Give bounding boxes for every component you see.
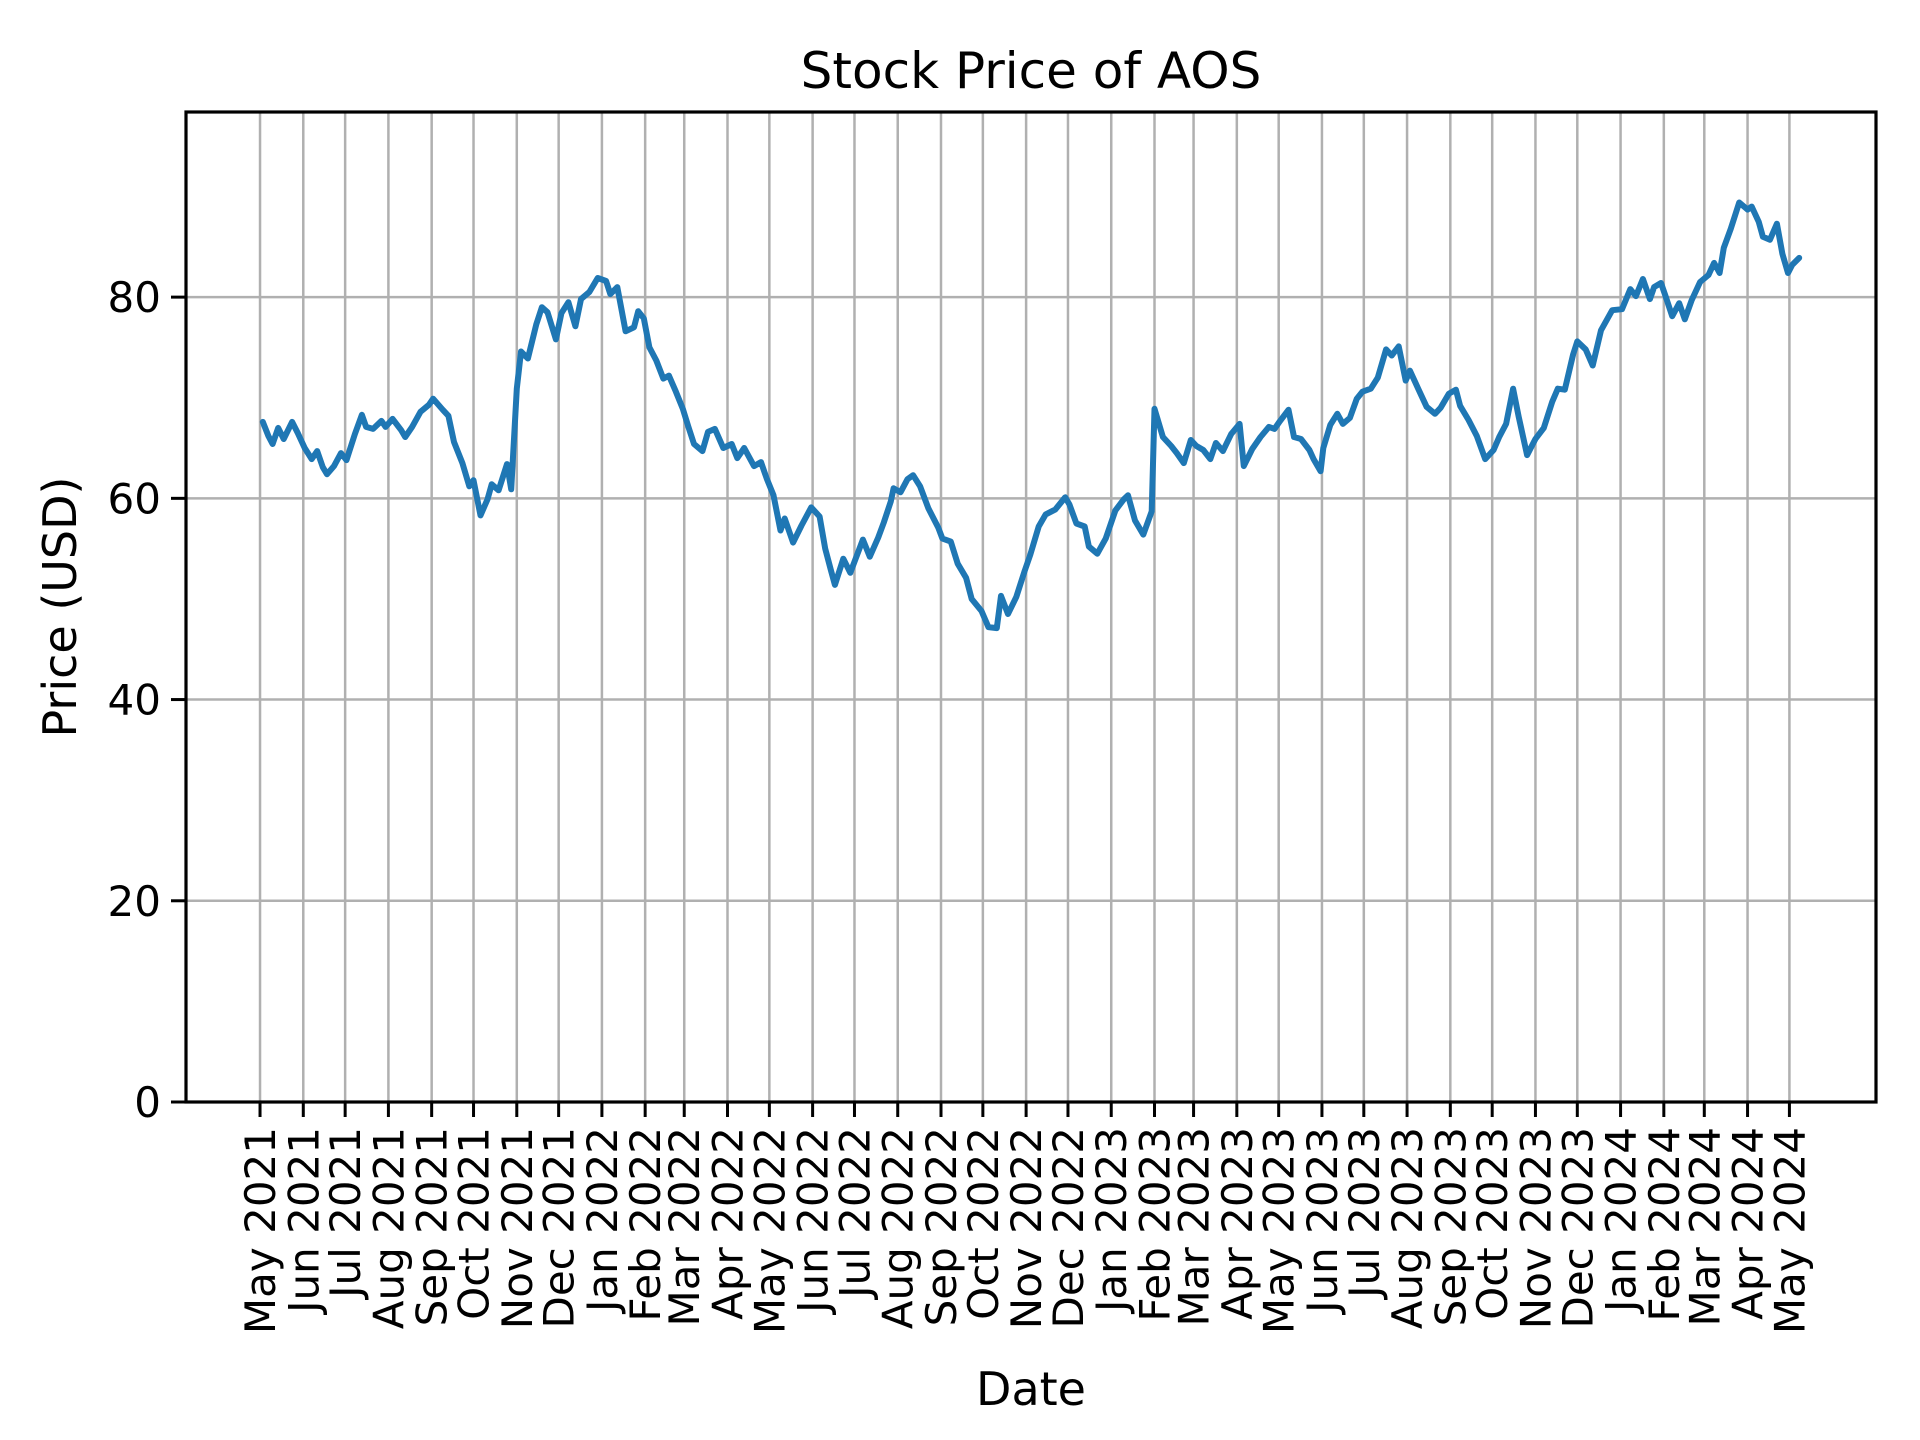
x-tick-label: Jul 2022 <box>830 1127 879 1301</box>
x-tick-label: Mar 2024 <box>1680 1127 1729 1326</box>
x-tick-label: Jan 2023 <box>1087 1127 1136 1315</box>
x-tick-label: Jun 2022 <box>789 1127 838 1316</box>
y-tick-label: 20 <box>108 877 161 926</box>
y-tick-label: 40 <box>108 676 161 725</box>
x-tick-label: Sep 2021 <box>408 1127 457 1326</box>
x-tick-label: Jul 2021 <box>321 1127 370 1301</box>
x-tick-label: Oct 2023 <box>1468 1127 1517 1320</box>
y-tick-label: 0 <box>134 1078 161 1127</box>
x-tick-label: Feb 2022 <box>621 1127 670 1322</box>
x-tick-label: Jul 2023 <box>1340 1127 1389 1301</box>
x-tick-label: Aug 2021 <box>364 1127 413 1329</box>
x-tick-label: Oct 2021 <box>450 1127 499 1320</box>
x-tick-label: May 2023 <box>1255 1127 1304 1334</box>
y-tick-label: 60 <box>108 474 161 523</box>
plot-border <box>184 110 1878 1104</box>
x-tick-label: Mar 2022 <box>660 1127 709 1326</box>
x-tick-label: Aug 2023 <box>1383 1127 1432 1329</box>
x-tick-label: Nov 2021 <box>493 1127 542 1329</box>
y-tick-label: 80 <box>108 273 161 322</box>
x-tick-label: May 2021 <box>236 1127 285 1334</box>
x-tick-label: Aug 2022 <box>874 1127 923 1329</box>
price-line-AOS <box>259 199 1803 632</box>
x-tick-label: Nov 2022 <box>1002 1127 1051 1329</box>
x-tick-label: Sep 2022 <box>917 1127 966 1326</box>
x-tick-label: Jun 2023 <box>1298 1127 1347 1316</box>
x-tick-label: Apr 2024 <box>1724 1127 1773 1320</box>
x-tick-label: Dec 2021 <box>535 1127 584 1329</box>
x-tick-label: Mar 2023 <box>1170 1127 1219 1326</box>
x-tick-label: Feb 2024 <box>1640 1127 1689 1322</box>
x-tick-label: Sep 2023 <box>1426 1127 1475 1326</box>
x-tick-label: May 2024 <box>1765 1127 1814 1334</box>
x-tick-label: Feb 2023 <box>1130 1127 1179 1322</box>
x-tick-label: Dec 2022 <box>1044 1127 1093 1329</box>
x-tick-label: Nov 2023 <box>1511 1127 1560 1329</box>
x-axis-label: Date <box>976 1362 1086 1416</box>
chart-title: Stock Price of AOS <box>800 42 1262 100</box>
x-tick-label: Jan 2024 <box>1597 1127 1646 1315</box>
x-tick-label: Jun 2021 <box>279 1127 328 1316</box>
x-tick-label: Jan 2022 <box>578 1127 627 1315</box>
x-tick-label: Apr 2022 <box>703 1127 752 1320</box>
x-tick-label: Apr 2023 <box>1213 1127 1262 1320</box>
x-tick-label: Dec 2023 <box>1553 1127 1602 1329</box>
x-tick-label: Oct 2022 <box>959 1127 1008 1320</box>
y-axis-label: Price (USD) <box>33 476 87 738</box>
x-tick-label: May 2022 <box>745 1127 794 1334</box>
